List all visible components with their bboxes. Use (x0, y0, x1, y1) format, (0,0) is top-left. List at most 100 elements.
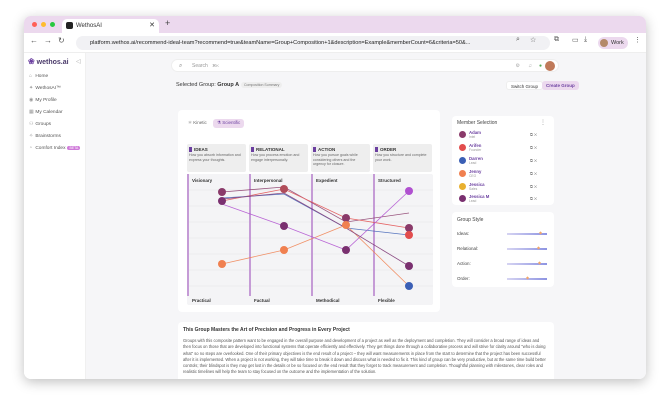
group-style-panel: Group Style Ideas: ◆ Relational: ◆ Action:… (452, 212, 554, 287)
search-input[interactable]: ⌕ Search ⌘K ⚙ ♫ ● (171, 59, 559, 72)
group-style-title: Group Style (457, 217, 484, 223)
adam-ideas-point[interactable] (218, 188, 226, 196)
member-actions-icon[interactable]: ⧉ ✕ (530, 158, 538, 163)
sidepanel-icon[interactable]: ▭ (572, 37, 579, 44)
member-row[interactable]: Darren Lead ⧉ ✕ (459, 156, 549, 166)
order-header: ORDER How you structure and complete your… (373, 144, 432, 172)
sidebar-item-label: Comfort Index (35, 146, 66, 151)
ideas-bottom-label: Practical (192, 298, 211, 303)
close-window-dot[interactable] (32, 22, 37, 27)
sidebar-item-label: My Profile (35, 98, 57, 103)
url-field[interactable]: platform.wethos.ai/recommend-ideal-team?… (76, 36, 550, 50)
composition-badge[interactable]: Composition Summary (241, 82, 283, 88)
maximize-window-dot[interactable] (50, 22, 55, 27)
jessica-m-action-point[interactable] (342, 246, 350, 254)
group-style-action: Action: ◆ (457, 259, 552, 271)
member-role: Sales (469, 187, 478, 191)
browser-tabbar: WethosAI ✕ + (24, 16, 646, 33)
jessica-order-point[interactable] (405, 187, 413, 195)
extensions-icon[interactable]: ⧉ (554, 36, 559, 43)
zoom-icon[interactable]: ⌕ (516, 36, 520, 43)
order-top-label: Structured (378, 178, 401, 183)
kinetic-toggle[interactable]: ⚛ Kinetic (188, 120, 207, 125)
action-header: ACTION How you pursue goals while conside… (311, 144, 370, 172)
jessica-m-ideas-point[interactable] (218, 197, 226, 205)
settings-icon[interactable]: ⚙ (515, 63, 520, 69)
member-actions-icon[interactable]: ⧉ ✕ (530, 132, 538, 137)
arifen-relational-point[interactable] (280, 185, 288, 193)
relational-header: RELATIONAL How you process emotion and en… (249, 144, 308, 172)
sidebar-item-comfort-index[interactable]: ◔ Comfort Index BETA (29, 144, 81, 152)
back-icon[interactable]: ← (30, 36, 38, 45)
gauge-icon: ◔ (29, 145, 33, 151)
relational-bottom-label: Factual (254, 298, 270, 303)
member-actions-icon[interactable]: ⧉ ✕ (530, 171, 538, 176)
sidebar-item-my-profile[interactable]: ◉ My Profile (29, 96, 57, 104)
user-icon: ◉ (29, 97, 34, 103)
selected-group-name: Group A (217, 82, 240, 88)
browser-menu-icon[interactable]: ⋮ (634, 37, 641, 44)
user-avatar[interactable] (545, 61, 555, 71)
sidebar-item-wethosai[interactable]: ✦ WethosAI™ (29, 84, 61, 92)
action-desc: How you pursue goals while considering o… (313, 153, 358, 166)
adam-action-point[interactable] (342, 214, 350, 222)
group-style-relational: Relational: ◆ (457, 244, 552, 256)
collapse-sidebar-icon[interactable]: ◁ (76, 59, 81, 65)
relational-top-label: Interpersonal (254, 178, 283, 183)
avatar (459, 131, 466, 138)
reload-icon[interactable]: ↻ (58, 36, 65, 45)
profile-label: Work (611, 40, 624, 46)
member-row[interactable]: Jessica M Lead ⧉ ✕ (459, 194, 549, 204)
download-icon[interactable]: ⤓ (584, 36, 588, 43)
member-menu-icon[interactable]: ⋮ (540, 120, 546, 126)
sidebar-item-my-calendar[interactable]: ▦ My Calendar (29, 108, 63, 116)
member-row[interactable]: Adam Intel ⧉ ✕ (459, 130, 549, 140)
forward-icon[interactable]: → (44, 36, 52, 45)
member-actions-icon[interactable]: ⧉ ✕ (530, 145, 538, 150)
jessica-relational-point[interactable] (280, 222, 288, 230)
close-tab-icon[interactable]: ✕ (149, 22, 155, 29)
member-actions-icon[interactable]: ⧉ ✕ (530, 196, 538, 201)
scientific-toggle[interactable]: ⚗ Scientific (213, 119, 245, 128)
action-title: ACTION (318, 147, 336, 152)
sidebar-item-brainstorms[interactable]: ✧ Brainstorms (29, 132, 61, 140)
jenny-relational-point[interactable] (280, 246, 288, 254)
browser-tab[interactable]: WethosAI ✕ (62, 19, 159, 33)
adam-order-point[interactable] (405, 224, 413, 232)
avatar (459, 195, 466, 202)
member-row[interactable]: Jenny CEO ⧉ ✕ (459, 169, 549, 179)
bulb-icon: ✧ (29, 133, 34, 139)
jenny-action-point[interactable] (342, 221, 350, 229)
jessica-m-order-point[interactable] (405, 262, 413, 270)
status-icon: ● (538, 63, 542, 69)
member-row[interactable]: Arifen Founder ⧉ ✕ (459, 143, 549, 153)
member-selection-title: Member Selection (457, 120, 498, 126)
order-desc: How you structure and complete your work… (375, 153, 427, 162)
relational-desc: How you process emotion and engage inter… (251, 153, 300, 162)
jenny-ideas-point[interactable] (218, 260, 226, 268)
notification-icon[interactable]: ♫ (528, 63, 532, 69)
member-actions-icon[interactable]: ⧉ ✕ (530, 184, 538, 189)
style-marker-icon: ◆ (538, 260, 542, 265)
arifen-order-point[interactable] (405, 231, 413, 239)
bookmark-star-icon[interactable]: ☆ (530, 37, 537, 44)
summary-body: Groups with this composite pattern want … (183, 338, 546, 375)
minimize-window-dot[interactable] (41, 22, 46, 27)
member-row[interactable]: Jessica Sales ⧉ ✕ (459, 182, 549, 192)
switch-group-button[interactable]: Switch Group (506, 81, 544, 90)
create-group-button[interactable]: Create Group (542, 81, 579, 90)
new-tab-icon[interactable]: + (165, 18, 171, 28)
darren-order-point[interactable] (405, 282, 413, 290)
sidebar-item-home[interactable]: ⌂ Home (29, 72, 48, 80)
action-bottom-label: Methodical (316, 298, 340, 303)
member-selection-panel: Member Selection ⋮ Adam Intel ⧉ ✕ Arifen Fo… (452, 116, 554, 205)
ideas-title: IDEAS (194, 147, 208, 152)
group-style-order: Order: ◆ (457, 274, 552, 286)
sidebar-item-label: Home (35, 74, 49, 79)
sidebar: ❀ wethos.ai ◁ ⌂ Home ✦ WethosAI™ ◉ My Pr… (24, 53, 86, 379)
profile-chip[interactable]: Work (598, 37, 628, 49)
parallel-plot: Visionary Interpersonal Expedient Struct… (187, 174, 433, 305)
logo[interactable]: ❀ wethos.ai (28, 57, 69, 66)
member-role: Intel (469, 135, 476, 139)
sidebar-item-groups[interactable]: ⚇ Groups (29, 120, 51, 128)
